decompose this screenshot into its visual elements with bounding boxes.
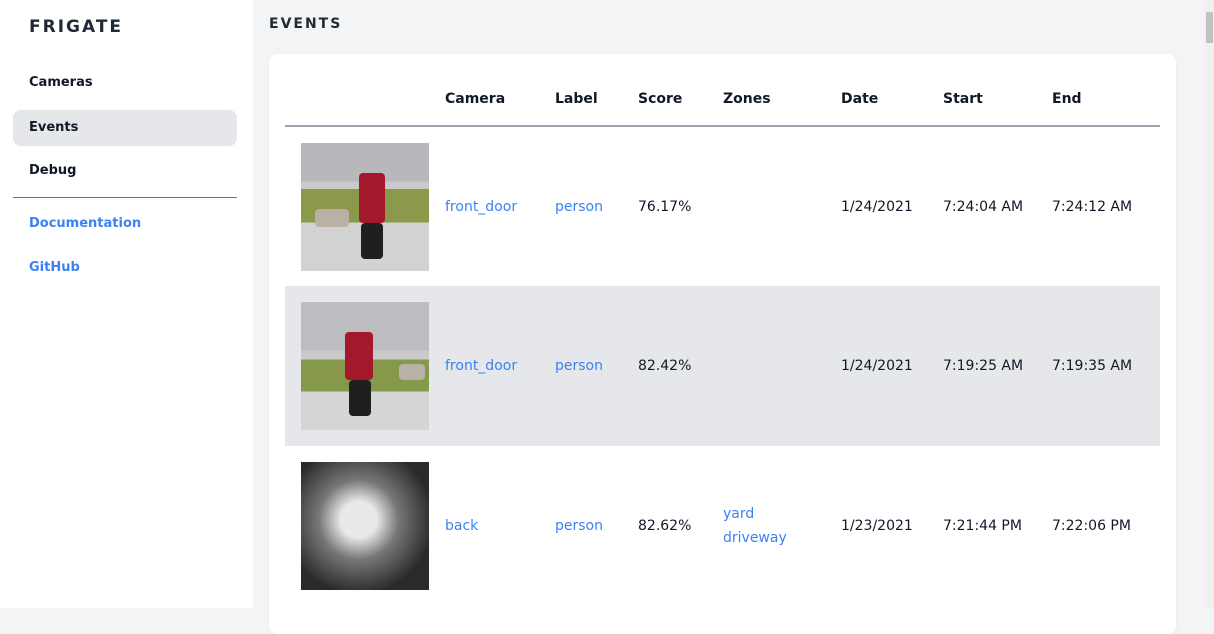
label-link[interactable]: person <box>555 518 603 534</box>
scrollbar[interactable] <box>1205 0 1214 608</box>
page-title: EVENTS <box>269 16 343 32</box>
start-time: 7:21:44 PM <box>943 518 1022 534</box>
header-start: Start <box>943 72 1052 127</box>
end-time: 7:19:35 AM <box>1052 286 1160 446</box>
header-end: End <box>1052 72 1160 127</box>
sidebar-item-debug[interactable]: Debug <box>29 163 77 178</box>
table-row[interactable]: back person 82.62% yard driveway 1/23/202… <box>285 446 1160 606</box>
zones <box>723 286 841 446</box>
events-table: Camera Label Score Zones Date Start End … <box>285 72 1160 606</box>
sidebar-item-cameras[interactable]: Cameras <box>29 75 93 90</box>
zones[interactable]: yard driveway <box>723 446 841 606</box>
score: 82.62% <box>638 518 692 534</box>
end-time: 7:22:06 PM <box>1052 518 1131 534</box>
header-label: Label <box>555 72 638 127</box>
header-score: Score <box>638 72 723 127</box>
label-link[interactable]: person <box>555 286 638 446</box>
date: 1/23/2021 <box>841 518 913 534</box>
scrollbar-thumb[interactable] <box>1206 12 1213 43</box>
camera-link[interactable]: front_door <box>445 286 555 446</box>
camera-link[interactable]: front_door <box>445 198 518 215</box>
sidebar-item-events[interactable]: Events <box>13 110 237 146</box>
brand-logo: FRIGATE <box>29 17 124 37</box>
score: 76.17% <box>638 198 692 215</box>
header-date: Date <box>841 72 943 127</box>
header-thumbnail <box>285 72 445 127</box>
event-thumbnail[interactable] <box>301 302 429 430</box>
table-row[interactable]: front_door person 82.42% 1/24/2021 7:19:… <box>285 286 1160 446</box>
score: 82.42% <box>638 286 723 446</box>
events-card: Camera Label Score Zones Date Start End … <box>269 54 1176 634</box>
event-thumbnail[interactable] <box>301 462 429 590</box>
header-zones: Zones <box>723 72 841 127</box>
date: 1/24/2021 <box>841 286 943 446</box>
end-time: 7:24:12 AM <box>1052 198 1133 215</box>
sidebar: FRIGATE Cameras Events Debug Documentati… <box>0 0 253 608</box>
start-time: 7:19:25 AM <box>943 286 1052 446</box>
header-camera: Camera <box>445 72 555 127</box>
label-link[interactable]: person <box>555 198 603 215</box>
sidebar-divider <box>13 197 237 198</box>
start-time: 7:24:04 AM <box>943 198 1024 215</box>
event-thumbnail[interactable] <box>301 142 429 271</box>
camera-link[interactable]: back <box>445 518 479 534</box>
table-row[interactable]: front_door person 76.17% 1/24/2021 7:24:… <box>285 126 1160 286</box>
zone-link[interactable]: driveway <box>723 530 787 546</box>
table-header: Camera Label Score Zones Date Start End <box>285 72 1160 127</box>
zone-link[interactable]: yard <box>723 506 755 522</box>
github-link[interactable]: GitHub <box>29 260 80 275</box>
documentation-link[interactable]: Documentation <box>29 216 142 231</box>
date: 1/24/2021 <box>841 198 913 215</box>
zones <box>723 126 841 286</box>
